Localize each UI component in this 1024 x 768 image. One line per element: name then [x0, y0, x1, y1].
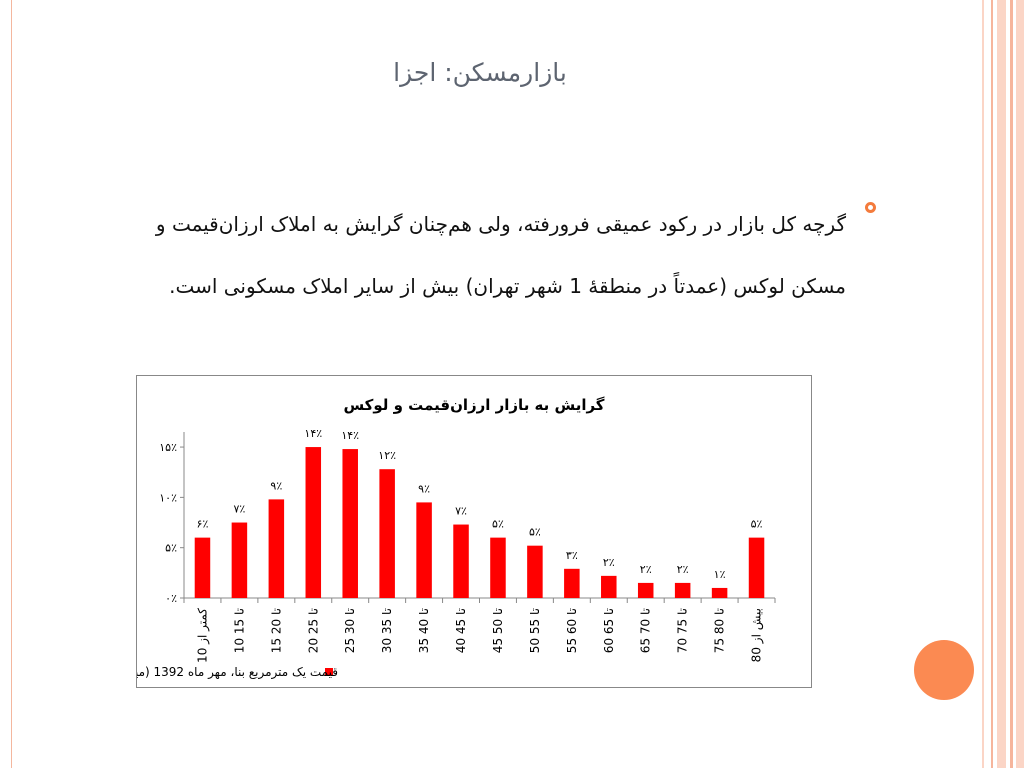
x-tick-label: 15 تا 20 — [269, 608, 283, 653]
bar-data-label: ۶٪ — [197, 518, 209, 531]
stripe — [982, 0, 984, 768]
bar — [748, 537, 765, 598]
chart-container: گرایش به بازار ارزان‌قیمت و لوکس ۰٪ ۵٪ ۱۰٪ ۱… — [136, 375, 812, 688]
x-tick-label: 35 تا 40 — [417, 608, 431, 653]
legend-label: قیمت یک مترمربع بنا، مهر ماه 1392 (میلیو… — [137, 665, 338, 680]
bar-data-label: ۱۴٪ — [341, 429, 359, 442]
x-tick-label: 20 تا 25 — [306, 608, 320, 653]
bar — [453, 524, 469, 598]
circle-bullet-icon — [865, 202, 876, 213]
bar — [231, 522, 248, 598]
y-tick-label: ۰٪ — [165, 592, 177, 605]
legend-swatch — [325, 668, 333, 676]
left-border-line — [11, 0, 12, 768]
bar — [564, 568, 580, 598]
bar-data-label: ۲٪ — [603, 556, 615, 569]
bar-data-label: ۱۴٪ — [304, 427, 322, 440]
bar — [601, 575, 617, 598]
bar-data-label: ۱٪ — [714, 568, 726, 581]
bar-data-label: ۹٪ — [270, 479, 282, 492]
bullet-item: گرچه کل بازار در رکود عمیقی فرورفته، ولی… — [58, 193, 876, 317]
bar-data-label: ۷٪ — [233, 503, 245, 516]
bar-data-label: ۲٪ — [677, 563, 689, 576]
bar — [194, 537, 211, 598]
x-tick-label: 60 تا 65 — [602, 608, 616, 653]
x-tick-label: کمتر از 10 — [195, 608, 210, 663]
stripe — [991, 0, 993, 768]
bar — [268, 499, 285, 598]
stripe — [1016, 0, 1024, 768]
bar-data-label: ۵٪ — [751, 518, 763, 531]
slide-title: بازارمسکن: اجزا — [393, 58, 567, 87]
bar — [527, 545, 543, 598]
bar-data-label: ۱۲٪ — [378, 449, 396, 462]
bar — [711, 587, 728, 598]
bar — [674, 582, 691, 598]
bar — [305, 447, 322, 598]
x-tick-label: 45 تا 50 — [491, 608, 505, 653]
bar-chart: گرایش به بازار ارزان‌قیمت و لوکس ۰٪ ۵٪ ۱۰٪ ۱… — [137, 396, 776, 680]
x-tick-label: 30 تا 35 — [380, 608, 394, 653]
bar-data-label: ۲٪ — [640, 563, 652, 576]
x-tick-label: 75 تا 80 — [713, 608, 727, 653]
x-tick-label: 25 تا 30 — [343, 608, 357, 653]
y-tick-label: ۱۰٪ — [159, 491, 177, 504]
stripe — [1010, 0, 1013, 768]
x-tick-label: 10 تا 15 — [232, 608, 246, 653]
x-tick-label: 50 تا 55 — [528, 608, 542, 653]
x-tick-label: 65 تا 70 — [639, 608, 653, 653]
bar — [342, 449, 358, 598]
right-decorative-stripes — [978, 0, 1024, 768]
bar-data-label: ۵٪ — [529, 526, 541, 539]
y-tick-label: ۱۵٪ — [159, 441, 177, 454]
bar-data-label: ۹٪ — [418, 482, 430, 495]
y-tick-label: ۵٪ — [165, 542, 177, 555]
x-tick-label: 55 تا 60 — [565, 608, 579, 653]
bullet-text: گرچه کل بازار در رکود عمیقی فرورفته، ولی… — [58, 193, 846, 317]
stripe — [997, 0, 1006, 768]
x-tick-label: 70 تا 75 — [676, 608, 690, 653]
chart-title: گرایش به بازار ارزان‌قیمت و لوکس — [343, 396, 604, 414]
bar-data-label: ۵٪ — [492, 518, 504, 531]
decorative-orange-circle — [914, 640, 974, 700]
bar-data-label: ۷٪ — [455, 505, 467, 518]
bar — [637, 582, 654, 598]
bar — [490, 537, 506, 598]
bar — [416, 502, 432, 598]
bar-data-label: ۳٪ — [566, 549, 578, 562]
x-tick-label: بیش از 80 — [750, 608, 765, 662]
bullet-line-2: مسکن لوکس (عمدتاً در منطقهٔ 1 شهر تهران)… — [169, 274, 846, 298]
bullet-line-1: گرچه کل بازار در رکود عمیقی فرورفته، ولی… — [155, 212, 846, 236]
x-tick-label: 40 تا 45 — [454, 608, 468, 653]
bar — [379, 469, 395, 598]
